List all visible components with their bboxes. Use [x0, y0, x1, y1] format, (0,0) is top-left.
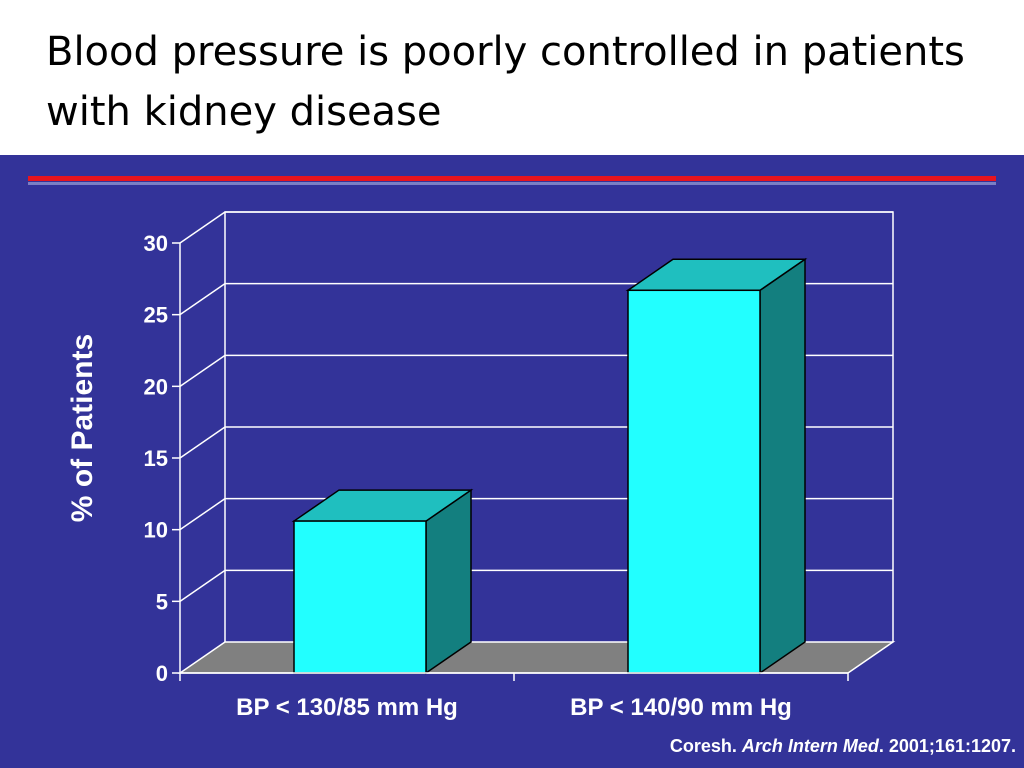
x-category-label: BP < 140/90 mm Hg [570, 694, 792, 721]
gridline-diagonal [179, 498, 226, 531]
citation: Coresh. Arch Intern Med. 2001;161:1207. [670, 736, 1016, 757]
citation-journal: Arch Intern Med [741, 736, 879, 756]
bar-side [759, 257, 806, 675]
gridline-diagonal [179, 426, 226, 459]
bar-side [425, 488, 472, 675]
y-tick-label: 5 [156, 589, 168, 614]
x-axis: BP < 130/85 mm Hg BP < 140/90 mm Hg [179, 672, 849, 721]
accent-line [28, 176, 996, 181]
y-tick-label: 10 [144, 518, 168, 543]
x-category-label: BP < 130/85 mm Hg [236, 694, 458, 721]
bar [625, 257, 808, 675]
citation-author: Coresh. [669, 736, 737, 756]
gridline-diagonal [179, 211, 226, 244]
bar [291, 488, 474, 675]
accent-line-shadow [28, 182, 996, 185]
y-axis-ticks: 0 5 10 15 20 25 30 [144, 231, 180, 686]
gridline-diagonal [179, 354, 226, 387]
y-axis-title: % of Patients [66, 334, 99, 522]
y-tick-label: 20 [144, 374, 168, 399]
y-tick-label: 15 [144, 446, 168, 471]
gridline-diagonal [179, 283, 226, 316]
bar-front [293, 520, 427, 674]
citation-details: . 2001;161:1207. [878, 736, 1016, 756]
y-tick-label: 25 [144, 303, 168, 328]
bar-front [627, 289, 761, 674]
y-tick-label: 0 [156, 661, 168, 686]
slide-title: Blood pressure is poorly controlled in p… [46, 29, 965, 135]
y-tick-label: 30 [144, 231, 168, 256]
chart-bars [291, 257, 808, 675]
gridline-diagonal [179, 569, 226, 602]
